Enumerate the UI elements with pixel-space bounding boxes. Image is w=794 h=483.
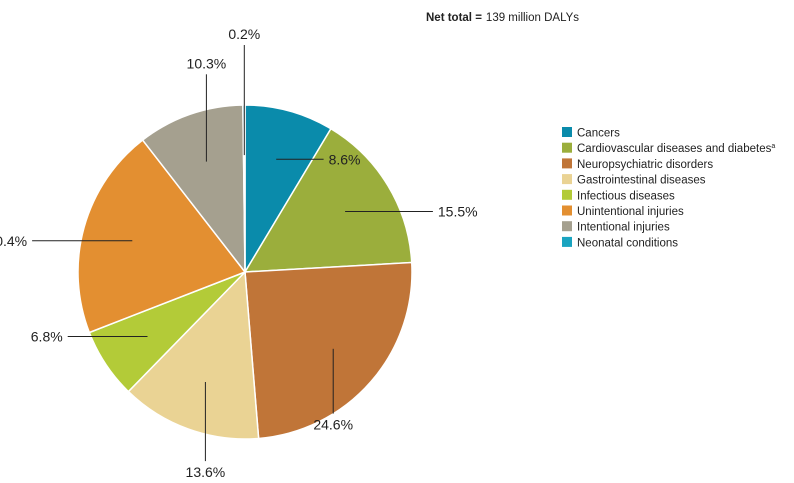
leader-lines bbox=[32, 45, 433, 462]
legend-item-cardiovascular-diseases-and-diabetes: Cardiovascular diseases and diabetesa bbox=[562, 142, 775, 155]
legend-label-infectious-diseases: Infectious diseases bbox=[577, 190, 675, 202]
net-total-label: Net total = bbox=[426, 12, 482, 24]
legend-swatch-gastrointestinal-diseases bbox=[562, 174, 572, 185]
net-total-value: 139 million DALYs bbox=[486, 12, 579, 24]
legend-swatch-neuropsychiatric-disorders bbox=[562, 158, 572, 169]
legend-swatch-neonatal-conditions bbox=[562, 236, 572, 247]
slice-cancers bbox=[244, 104, 332, 275]
slice-cardiovascular-diseases-and-diabetes bbox=[243, 127, 413, 273]
legend-item-gastrointestinal-diseases: Gastrointestinal diseases bbox=[562, 174, 706, 187]
label-gastrointestinal-diseases: 13.6% bbox=[186, 464, 226, 480]
legend-swatch-unintentional-injuries bbox=[562, 205, 572, 216]
legend-item-infectious-diseases: Infectious diseases bbox=[562, 189, 675, 202]
net-total-header: Net total = 139 million DALYs bbox=[426, 12, 579, 24]
label-neonatal-conditions: 0.2% bbox=[228, 26, 260, 42]
label-unintentional-injuries: 20.4% bbox=[0, 233, 27, 249]
slice-gastrointestinal-diseases bbox=[127, 270, 260, 440]
legend-label-neuropsychiatric-disorders: Neuropsychiatric disorders bbox=[577, 159, 713, 171]
legend-item-neuropsychiatric-disorders: Neuropsychiatric disorders bbox=[562, 158, 713, 171]
label-cancers: 8.6% bbox=[329, 151, 361, 167]
legend-label-intentional-injuries: Intentional injuries bbox=[577, 222, 670, 234]
label-neuropsychiatric-disorders: 24.6% bbox=[313, 417, 353, 433]
legend-swatch-cardiovascular-diseases-and-diabetes bbox=[562, 142, 572, 153]
slice-unintentional-injuries bbox=[77, 138, 247, 334]
legend: Cancers Cardiovascular diseases and diabe… bbox=[562, 127, 775, 249]
legend-item-neonatal-conditions: Neonatal conditions bbox=[562, 236, 678, 249]
legend-item-intentional-injuries: Intentional injuries bbox=[562, 221, 670, 234]
legend-label-unintentional-injuries: Unintentional injuries bbox=[577, 206, 684, 218]
legend-label-cancers: Cancers bbox=[577, 128, 620, 140]
legend-swatch-cancers bbox=[562, 127, 572, 137]
label-intentional-injuries: 10.3% bbox=[187, 55, 227, 71]
legend-item-cancers: Cancers bbox=[562, 127, 620, 140]
legend-label-gastrointestinal-diseases: Gastrointestinal diseases bbox=[577, 175, 706, 187]
legend-label-neonatal-conditions: Neonatal conditions bbox=[577, 237, 678, 249]
label-cardiovascular-diseases-and-diabetes: 15.5% bbox=[438, 204, 478, 220]
legend-label-cardiovascular-diseases-and-diabetes: Cardiovascular diseases and diabetesa bbox=[577, 143, 775, 155]
label-infectious-diseases: 6.8% bbox=[31, 329, 63, 345]
legend-item-unintentional-injuries: Unintentional injuries bbox=[562, 205, 684, 218]
slice-labels: 8.6% 15.5% 24.6% 13.6% 6.8% 20.4% 10.3%0.2% bbox=[0, 26, 478, 480]
pie-slices bbox=[77, 104, 413, 440]
legend-swatch-intentional-injuries bbox=[562, 221, 572, 232]
slice-intentional-injuries bbox=[141, 104, 246, 275]
legend-swatch-infectious-diseases bbox=[562, 189, 572, 200]
slice-neuropsychiatric-disorders bbox=[244, 261, 413, 440]
